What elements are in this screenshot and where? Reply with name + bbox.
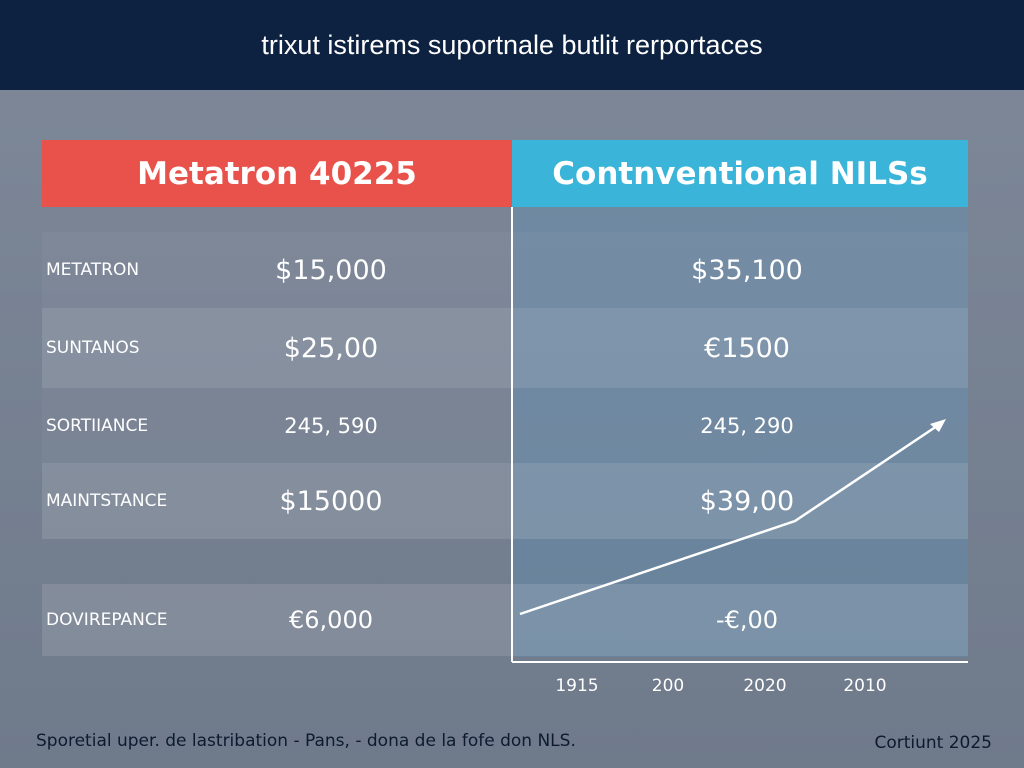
cell: $39,00 (699, 485, 795, 517)
table-row: Suntanos $25,00 €1500 (42, 308, 968, 388)
page-title: trixut istirems suportnale butlit rerpor… (0, 0, 1024, 90)
row-label: Metatron (46, 260, 140, 280)
footer-note: Sporetial uper. de lastribation - Pans, … (36, 731, 576, 751)
right-panel (512, 207, 968, 657)
row-label: Sortiiance (46, 415, 149, 436)
cell: 245, 590 (284, 413, 378, 438)
cell: $15000 (279, 485, 383, 517)
footer-credit: Cortiunt 2025 (874, 733, 992, 753)
axis-label: 2010 (843, 676, 887, 696)
table-row: Dovirepance €6,000 -€,00 (42, 584, 968, 656)
column-header: Contnventional NILSs (512, 140, 968, 207)
axis-label: 1915 (555, 676, 599, 696)
column-header: Metatron 40225 (42, 140, 512, 207)
cell: $15,000 (275, 254, 387, 286)
row-label: Dovirepance (46, 610, 168, 630)
axis-label: 2020 (743, 676, 787, 696)
table-row: Maintstance $15000 $39,00 (42, 463, 968, 539)
cell: -€,00 (715, 606, 779, 634)
cell: 245, 290 (700, 413, 794, 438)
cell: $25,00 (283, 332, 379, 364)
cell: €1500 (704, 332, 790, 364)
cell: $35,100 (691, 254, 803, 286)
arrow-head (930, 419, 946, 432)
row-label: Maintstance (46, 491, 168, 511)
table-row: Sortiiance 245, 590 245, 290 (42, 388, 968, 463)
axis-label: 200 (651, 676, 685, 696)
cell: €6,000 (289, 606, 373, 634)
trend-line (519, 422, 941, 616)
table-row: Metatron $15,000 $35,100 (42, 232, 968, 308)
row-label: Suntanos (46, 338, 140, 358)
